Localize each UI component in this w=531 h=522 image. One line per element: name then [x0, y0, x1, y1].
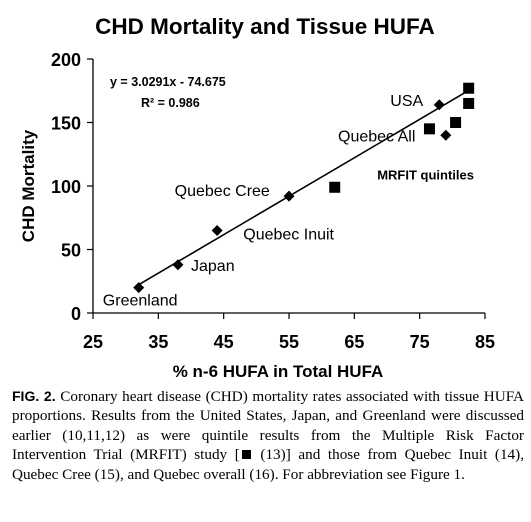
diamond-point [172, 259, 184, 271]
x-tick-label: 85 [475, 332, 495, 352]
square-point [450, 117, 462, 128]
diamond-point [133, 282, 145, 294]
x-tick-label: 45 [214, 332, 234, 352]
trendline [138, 89, 470, 286]
y-tick-label: 50 [61, 241, 81, 261]
data-marks [133, 82, 475, 294]
x-tick-label: 25 [83, 332, 103, 352]
chart-canvas: CHD Mortality and Tissue HUFA CHD Mortal… [19, 14, 495, 381]
y-tick-label: 150 [51, 114, 81, 134]
figure-caption: FIG. 2. Coronary heart disease (CHD) mor… [12, 387, 524, 484]
square-point [329, 181, 341, 193]
point-label: USA [390, 93, 423, 110]
y-tick-label: 200 [51, 50, 81, 70]
diamond-point [433, 99, 445, 111]
point-label: Quebec Cree [175, 183, 270, 200]
axes: 0 50 100 150 200 25 35 45 55 65 75 85 [51, 50, 495, 352]
y-tick-label: 0 [71, 304, 81, 324]
x-axis-label: % n-6 HUFA in Total HUFA [173, 362, 384, 381]
x-tick-label: 55 [279, 332, 299, 352]
caption-text-before: Coronary heart disease (CHD) mortality r… [12, 388, 525, 464]
point-labels: Greenland Japan Quebec Inuit Quebec Cree Que… [103, 93, 474, 309]
regression-equation: y = 3.0291x - 74.675 [110, 75, 226, 89]
r-squared: R² = 0.986 [141, 96, 200, 110]
point-label: Japan [191, 258, 235, 275]
y-tick-label: 100 [51, 177, 81, 197]
square-marker-icon [241, 450, 251, 460]
x-tick-label: 65 [344, 332, 364, 352]
y-axis-label: CHD Mortality [19, 129, 38, 242]
x-tick-label: 35 [148, 332, 168, 352]
point-label: Quebec All [338, 129, 415, 146]
x-tick-label: 75 [410, 332, 430, 352]
caption-text-after: (13)] and those from Quebec Inuit (14), … [12, 446, 524, 483]
point-label: Greenland [103, 292, 178, 309]
chart-title: CHD Mortality and Tissue HUFA [95, 14, 435, 39]
point-label: MRFIT quintiles [377, 168, 474, 183]
square-point [463, 97, 475, 109]
square-point [423, 123, 435, 135]
diamond-point [283, 190, 295, 202]
point-label: Quebec Inuit [243, 226, 334, 243]
diamond-point [440, 129, 452, 141]
square-point [463, 82, 475, 94]
diamond-point [211, 224, 223, 236]
caption-label: FIG. 2. [12, 388, 56, 404]
